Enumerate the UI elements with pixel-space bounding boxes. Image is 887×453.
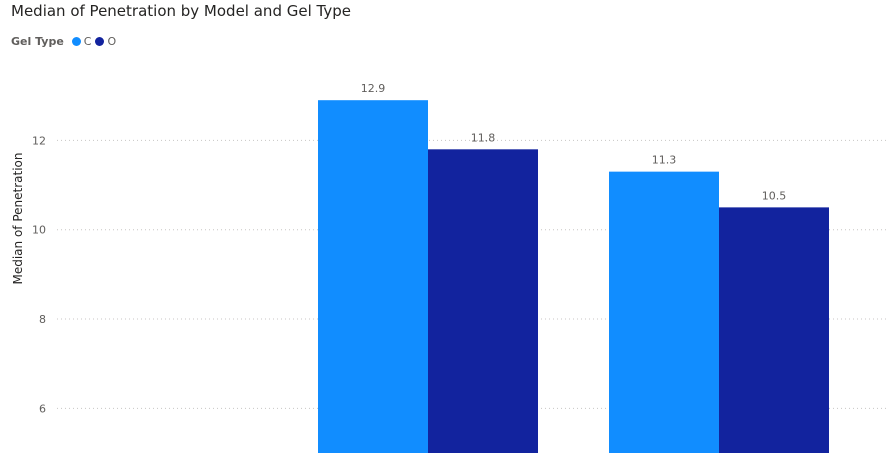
bars[interactable]: [318, 100, 829, 453]
y-tick-label: 6: [39, 402, 46, 415]
data-label-c-1: 12.9: [361, 82, 386, 95]
legend-item-o[interactable]: O: [95, 35, 116, 48]
data-label-o-2: 10.5: [762, 189, 787, 202]
legend-marker-c: [71, 36, 81, 46]
bar-c-1[interactable]: [318, 100, 428, 453]
bar-c-2[interactable]: [609, 171, 719, 453]
data-labels: 12.9 11.8 11.3 10.5: [361, 82, 787, 202]
legend-label-o: O: [107, 34, 117, 48]
y-axis-ticks: 6 8 10 12: [32, 134, 46, 415]
y-tick-label: 10: [32, 224, 46, 237]
legend-label-c: C: [83, 34, 92, 48]
bar-o-2[interactable]: [719, 207, 829, 453]
data-label-c-2: 11.3: [652, 154, 677, 167]
bar-o-1[interactable]: [428, 149, 538, 453]
data-label-o-1: 11.8: [471, 131, 496, 144]
chart-title: Median of Penetration by Model and Gel T…: [11, 2, 351, 20]
legend-title: Gel Type: [11, 34, 64, 48]
y-tick-label: 12: [32, 134, 46, 147]
legend[interactable]: Gel Type C O: [11, 33, 120, 49]
y-tick-label: 8: [39, 313, 46, 326]
legend-marker-o: [95, 36, 105, 46]
legend-item-c[interactable]: C: [71, 34, 92, 48]
